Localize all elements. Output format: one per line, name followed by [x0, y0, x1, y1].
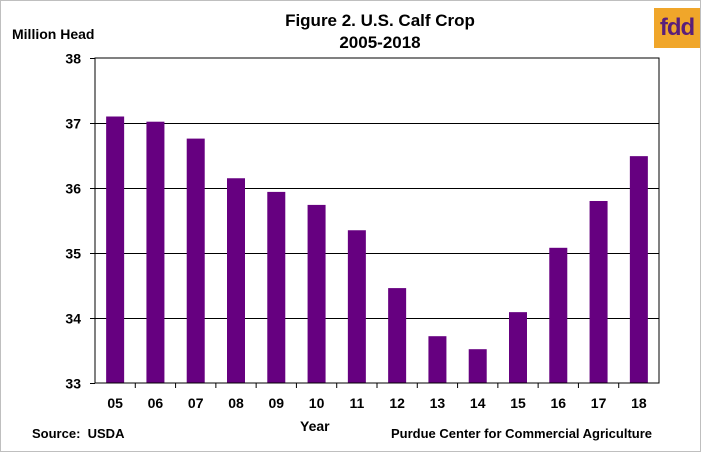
x-tick-label: 16 — [550, 395, 566, 411]
x-tick-label: 17 — [591, 395, 607, 411]
bar — [227, 178, 245, 383]
plot-area-border — [94, 57, 660, 384]
y-tick-label: 33 — [65, 376, 81, 392]
y-tick-label: 35 — [65, 246, 81, 262]
chart-title-line-2: 2005-2018 — [339, 33, 421, 52]
gridlines — [95, 123, 659, 319]
bars — [106, 116, 648, 383]
credit-note: Purdue Center for Commercial Agriculture — [391, 426, 653, 441]
y-tick-label: 38 — [65, 51, 81, 67]
logo-text: fdd — [659, 14, 695, 41]
y-tick-label: 36 — [65, 181, 81, 197]
x-tick-label: 12 — [389, 395, 405, 411]
x-tick-label: 10 — [309, 395, 325, 411]
bar — [186, 138, 205, 383]
x-tick-label: 13 — [430, 395, 446, 411]
bar — [267, 191, 286, 383]
y-tick-labels: 33 34 35 36 37 38 — [65, 51, 81, 392]
x-tick-label: 09 — [268, 395, 284, 411]
bar — [347, 230, 366, 383]
x-tick-label: 08 — [228, 395, 244, 411]
x-tick-labels: 05 06 07 08 09 10 11 12 13 14 15 16 17 18 — [107, 395, 647, 411]
bar — [468, 349, 487, 383]
fdd-logo: fdd — [654, 8, 700, 48]
x-tick-label: 05 — [107, 395, 123, 411]
x-tick-label: 11 — [349, 395, 364, 411]
x-tick-label: 15 — [510, 395, 526, 411]
bar — [106, 116, 125, 383]
source-note: Source: USDA — [32, 426, 125, 441]
x-axis-label: Year — [300, 418, 330, 434]
bar — [549, 247, 568, 383]
y-axis-label: Million Head — [12, 26, 95, 42]
bar — [307, 204, 326, 383]
bar — [589, 201, 608, 383]
x-tick-label: 18 — [631, 395, 647, 411]
bar — [146, 121, 165, 383]
y-tick-label: 34 — [65, 311, 81, 327]
bar — [388, 288, 407, 383]
chart-title-line-1: Figure 2. U.S. Calf Crop — [285, 11, 475, 30]
x-tick-label: 14 — [470, 395, 486, 411]
axes — [90, 57, 660, 388]
y-tick-label: 37 — [65, 116, 81, 132]
x-tick-label: 06 — [148, 395, 164, 411]
bar — [509, 312, 527, 383]
chart-title: Figure 2. U.S. Calf Crop 2005-2018 — [200, 10, 560, 54]
x-tick-label: 07 — [188, 395, 204, 411]
bar — [428, 336, 447, 383]
bar — [629, 156, 648, 383]
